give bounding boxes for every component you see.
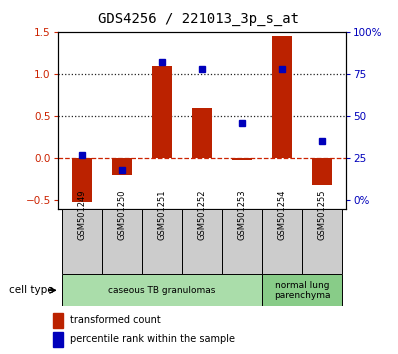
Bar — [232, 158, 252, 160]
Text: GSM501249: GSM501249 — [77, 190, 86, 240]
Bar — [152, 65, 172, 158]
Bar — [262, 274, 342, 306]
Bar — [302, 209, 342, 274]
Text: GSM501255: GSM501255 — [318, 190, 327, 240]
Bar — [112, 158, 132, 175]
Bar — [312, 158, 332, 185]
Text: GDS4256 / 221013_3p_s_at: GDS4256 / 221013_3p_s_at — [98, 12, 300, 27]
Bar — [262, 209, 302, 274]
Text: GSM501253: GSM501253 — [238, 190, 247, 240]
Bar — [62, 274, 262, 306]
Text: GSM501252: GSM501252 — [197, 190, 207, 240]
Bar — [142, 209, 182, 274]
Text: GSM501251: GSM501251 — [157, 190, 166, 240]
Text: GSM501250: GSM501250 — [117, 190, 126, 240]
Bar — [72, 158, 92, 202]
Bar — [53, 313, 63, 328]
Bar — [102, 209, 142, 274]
Bar — [222, 209, 262, 274]
Text: normal lung
parenchyma: normal lung parenchyma — [274, 281, 330, 300]
Bar — [53, 332, 63, 347]
Text: caseous TB granulomas: caseous TB granulomas — [108, 286, 216, 295]
Text: percentile rank within the sample: percentile rank within the sample — [70, 335, 234, 344]
Text: transformed count: transformed count — [70, 315, 160, 325]
Bar — [182, 209, 222, 274]
Text: GSM501254: GSM501254 — [278, 190, 287, 240]
Bar — [62, 209, 102, 274]
Text: cell type: cell type — [9, 285, 54, 295]
Bar — [192, 108, 212, 158]
Bar — [272, 36, 292, 158]
